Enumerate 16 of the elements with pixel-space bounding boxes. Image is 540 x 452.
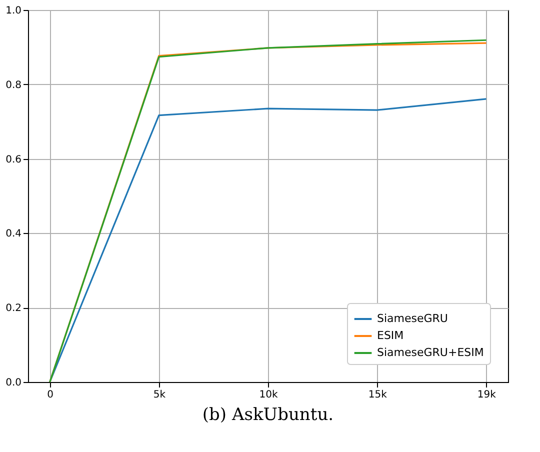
legend-label: SiameseGRU+ESIM — [377, 346, 484, 359]
y-tick-label: 0.2 — [6, 303, 22, 314]
y-tick-label: 0.4 — [6, 228, 22, 240]
x-tick-label: 15k — [368, 390, 388, 400]
x-tick-label: 5k — [153, 390, 166, 400]
y-tick-label: 0.8 — [6, 80, 22, 91]
text: (b) AskUbuntu. — [202, 405, 334, 425]
x-tick-label: 0 — [47, 390, 54, 400]
line-series — [49, 98, 487, 383]
y-tick-label: 0.0 — [6, 378, 22, 388]
legend-label: ESIM — [377, 329, 404, 342]
legend-label: SiameseGRU — [377, 312, 448, 325]
x-tick-label: 19k — [477, 390, 496, 400]
y-tick-label: 0.6 — [6, 154, 22, 166]
x-tick-label: 10k — [259, 390, 278, 400]
y-tick-label: 1.0 — [6, 6, 22, 16]
